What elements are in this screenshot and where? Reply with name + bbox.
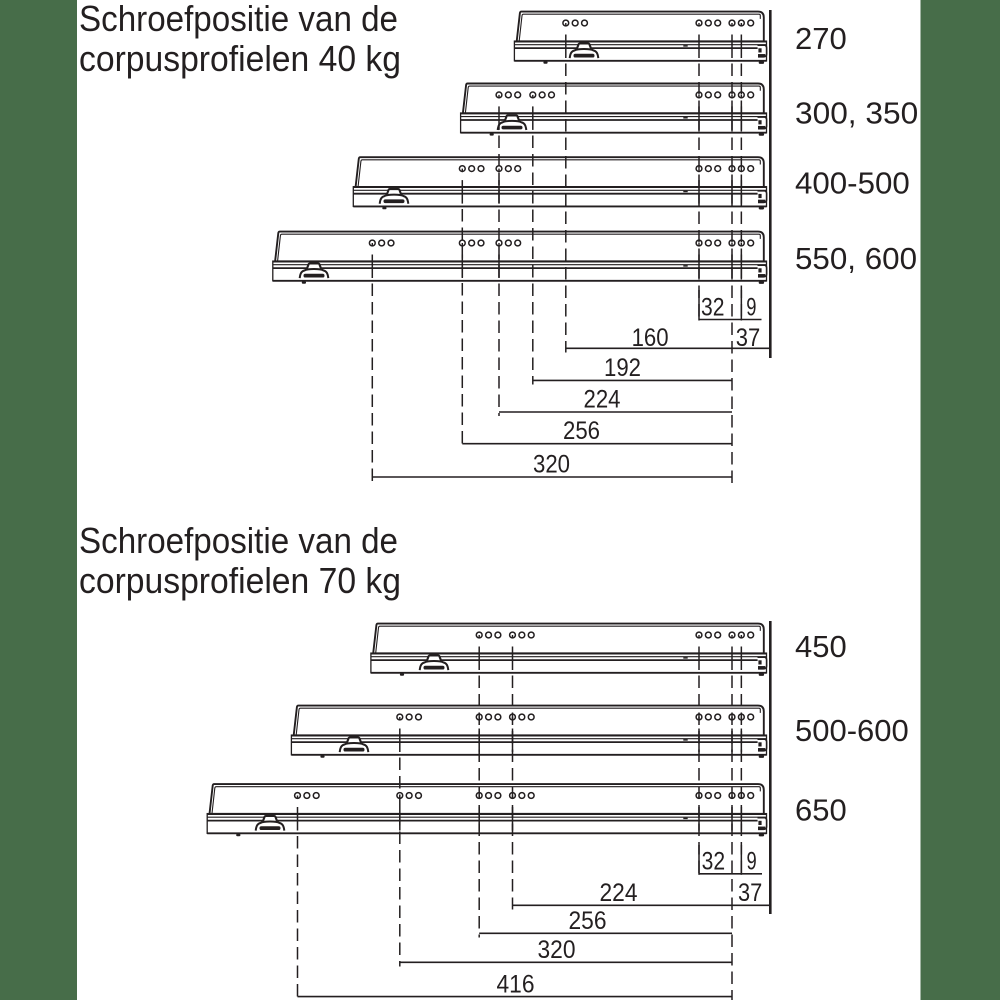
svg-text:9: 9 — [747, 848, 757, 876]
svg-text:224: 224 — [584, 386, 621, 414]
svg-text:256: 256 — [569, 907, 607, 935]
svg-text:32: 32 — [702, 848, 726, 876]
svg-text:500-600: 500-600 — [795, 713, 909, 748]
svg-text:270: 270 — [795, 21, 847, 56]
svg-text:300, 350: 300, 350 — [795, 96, 918, 131]
svg-text:corpusprofielen 40 kg: corpusprofielen 40 kg — [79, 38, 401, 79]
svg-text:37: 37 — [736, 324, 761, 352]
svg-text:Schroefpositie van de: Schroefpositie van de — [79, 520, 398, 561]
svg-text:400-500: 400-500 — [795, 166, 910, 201]
svg-text:450: 450 — [795, 629, 847, 664]
svg-text:650: 650 — [795, 793, 847, 828]
svg-text:160: 160 — [632, 324, 669, 352]
svg-text:192: 192 — [604, 354, 641, 382]
svg-text:550, 600: 550, 600 — [795, 241, 917, 276]
svg-text:Schroefpositie van de: Schroefpositie van de — [79, 0, 398, 39]
svg-text:37: 37 — [738, 879, 762, 907]
svg-text:320: 320 — [538, 936, 576, 964]
svg-text:32: 32 — [701, 294, 725, 322]
svg-text:320: 320 — [533, 451, 570, 479]
svg-text:9: 9 — [746, 294, 756, 322]
svg-text:224: 224 — [600, 879, 638, 907]
svg-text:corpusprofielen 70 kg: corpusprofielen 70 kg — [79, 560, 401, 601]
svg-text:416: 416 — [497, 970, 535, 998]
svg-text:256: 256 — [563, 417, 600, 445]
